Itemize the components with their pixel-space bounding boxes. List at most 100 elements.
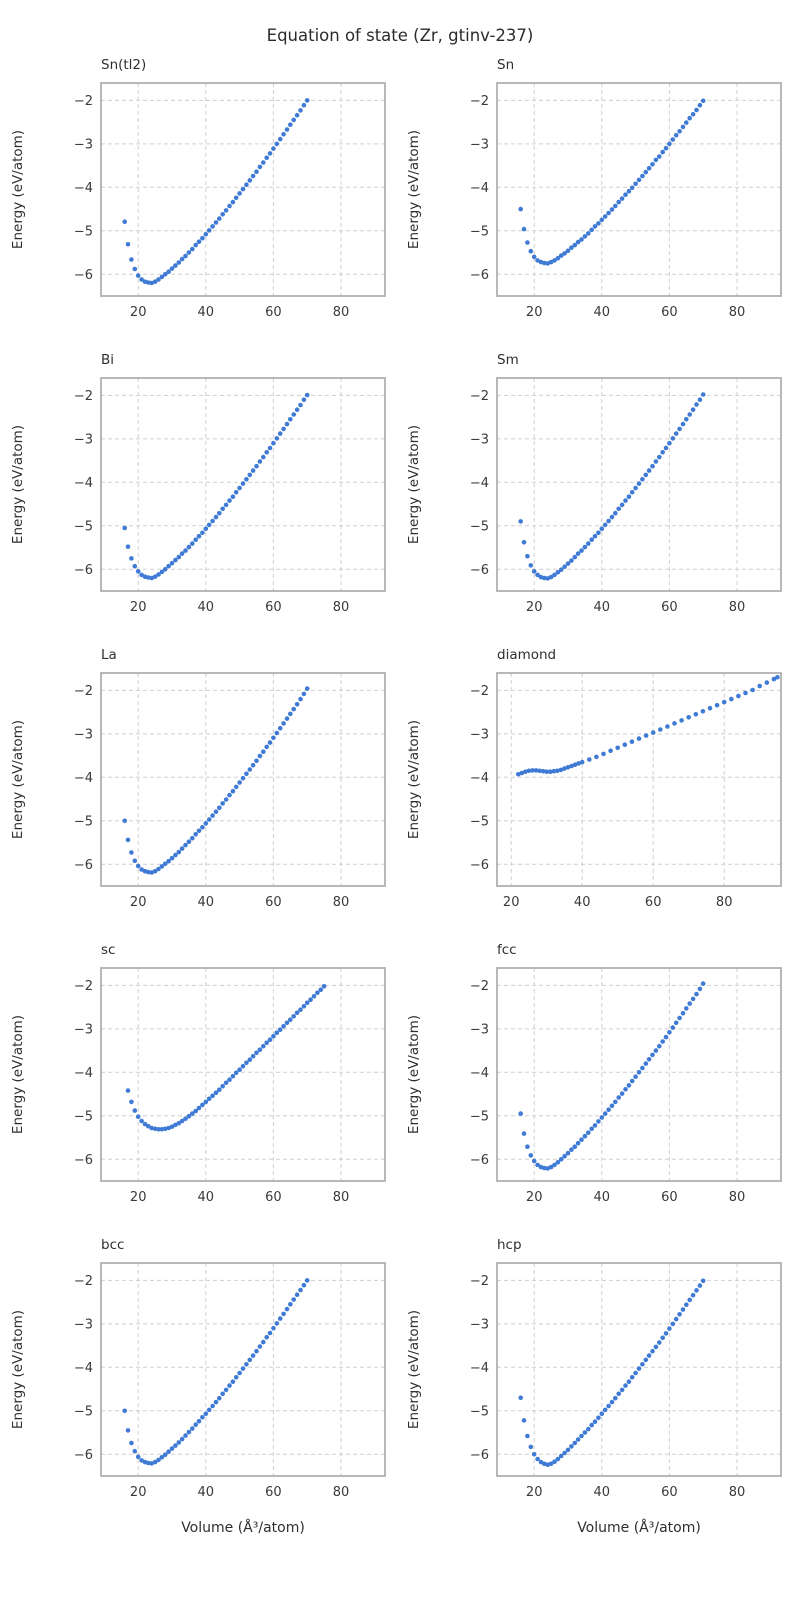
tick-labels: −6 −5 −4 −3 −2 20 40 60 80 <box>470 1274 745 1500</box>
y-tick-label: −4 <box>470 181 489 196</box>
eos-chart-svg: −6 −5 −4 −3 −2 20 40 60 80 Sn Energy (eV/atom) <box>406 57 782 320</box>
y-tick-label: −6 <box>74 268 93 283</box>
tick-labels: −6 −5 −4 −3 −2 20 40 60 80 <box>74 1274 349 1500</box>
y-axis-label: Energy (eV/atom) <box>10 1310 26 1429</box>
scatter-points <box>518 1278 706 1467</box>
y-tick-label: −3 <box>74 432 93 447</box>
tick-labels: −6 −5 −4 −3 −2 20 40 60 80 <box>74 389 349 615</box>
x-tick-label: 20 <box>130 600 147 615</box>
gridlines <box>497 83 781 296</box>
x-tick-label: 20 <box>526 305 543 320</box>
eos-chart-svg: −6 −5 −4 −3 −2 20 40 60 80 fcc Energy (eV/atom) <box>406 942 782 1205</box>
gridlines <box>101 968 385 1181</box>
subplot-title: diamond <box>497 647 556 663</box>
x-tick-label: 40 <box>198 1190 215 1205</box>
x-tick-label: 40 <box>198 305 215 320</box>
y-tick-label: −6 <box>74 858 93 873</box>
subplot-title: Sn <box>497 57 514 73</box>
axes-frame <box>100 967 386 1182</box>
y-tick-label: −6 <box>74 1153 93 1168</box>
x-tick-label: 20 <box>526 600 543 615</box>
gridlines <box>101 1263 385 1476</box>
x-tick-label: 80 <box>333 1485 350 1500</box>
y-tick-label: −6 <box>74 1448 93 1463</box>
x-tick-label: 20 <box>526 1485 543 1500</box>
axes-frame <box>100 672 386 887</box>
subplot-sc: −6 −5 −4 −3 −2 20 40 60 80 sc Energy (eV/atom) <box>4 934 400 1229</box>
y-tick-label: −6 <box>470 268 489 283</box>
y-tick-label: −2 <box>74 684 93 699</box>
scatter-points <box>518 98 706 266</box>
y-tick-label: −4 <box>74 1066 93 1081</box>
y-tick-label: −3 <box>470 1022 489 1037</box>
y-tick-label: −5 <box>470 1404 489 1419</box>
subplot-sn: −6 −5 −4 −3 −2 20 40 60 80 Sn Energy (eV/atom) <box>400 49 796 344</box>
y-axis-label: Energy (eV/atom) <box>406 425 422 544</box>
subplot-title: bcc <box>101 1237 124 1253</box>
y-tick-label: −5 <box>470 1109 489 1124</box>
y-tick-label: −5 <box>74 1404 93 1419</box>
tick-labels: −6 −5 −4 −3 −2 20 40 60 80 <box>74 94 349 320</box>
x-tick-label: 60 <box>265 895 282 910</box>
x-tick-label: 60 <box>265 305 282 320</box>
subplot-hcp: −6 −5 −4 −3 −2 20 40 60 80 hcp Energy (eV/atom) Vol… <box>400 1229 796 1563</box>
subplot-title: hcp <box>497 1237 522 1253</box>
axes-frame <box>496 672 782 887</box>
y-tick-label: −3 <box>470 1317 489 1332</box>
y-tick-label: −2 <box>470 979 489 994</box>
subplot-title: Bi <box>101 352 114 368</box>
y-axis-label: Energy (eV/atom) <box>406 1015 422 1134</box>
eos-chart-svg: −6 −5 −4 −3 −2 20 40 60 80 sc Energy (eV/atom) <box>10 942 386 1205</box>
x-tick-label: 60 <box>661 1190 678 1205</box>
y-tick-label: −6 <box>470 1448 489 1463</box>
scatter-points <box>518 392 706 581</box>
y-tick-label: −5 <box>74 814 93 829</box>
y-tick-label: −4 <box>74 771 93 786</box>
y-tick-label: −4 <box>74 1361 93 1376</box>
y-tick-label: −6 <box>74 563 93 578</box>
x-tick-label: 40 <box>574 895 591 910</box>
y-tick-label: −2 <box>470 684 489 699</box>
y-tick-label: −3 <box>74 1317 93 1332</box>
y-tick-label: −4 <box>470 771 489 786</box>
subplot-bi: −6 −5 −4 −3 −2 20 40 60 80 Bi Energy (eV/atom) <box>4 344 400 639</box>
y-tick-label: −5 <box>74 224 93 239</box>
x-tick-label: 20 <box>130 1485 147 1500</box>
x-tick-label: 80 <box>333 895 350 910</box>
y-axis-label: Energy (eV/atom) <box>10 130 26 249</box>
subplot-sn-tl2: −6 −5 −4 −3 −2 20 40 60 80 Sn(tl2) Energy (eV/atom… <box>4 49 400 344</box>
scatter-points <box>125 984 327 1132</box>
y-tick-label: −4 <box>470 1361 489 1376</box>
subplot-title: fcc <box>497 942 517 958</box>
y-tick-label: −6 <box>470 858 489 873</box>
subplot-fcc: −6 −5 −4 −3 −2 20 40 60 80 fcc Energy (eV/atom) <box>400 934 796 1229</box>
y-tick-label: −2 <box>470 1274 489 1289</box>
tick-labels: −6 −5 −4 −3 −2 20 40 60 80 <box>470 94 745 320</box>
x-tick-label: 40 <box>198 600 215 615</box>
tick-labels: −6 −5 −4 −3 −2 20 40 60 80 <box>470 389 745 615</box>
x-tick-label: 20 <box>130 305 147 320</box>
x-tick-label: 60 <box>661 600 678 615</box>
x-tick-label: 60 <box>645 895 662 910</box>
eos-chart-svg: −6 −5 −4 −3 −2 20 40 60 80 diamond Energy (eV/atom… <box>406 647 782 910</box>
y-tick-label: −2 <box>74 979 93 994</box>
x-tick-label: 40 <box>594 305 611 320</box>
eos-chart-svg: −6 −5 −4 −3 −2 20 40 60 80 Bi Energy (eV/atom) <box>10 352 386 615</box>
tick-labels: −6 −5 −4 −3 −2 20 40 60 80 <box>470 684 733 910</box>
tick-labels: −6 −5 −4 −3 −2 20 40 60 80 <box>74 684 349 910</box>
subplot-title: Sn(tl2) <box>101 57 146 73</box>
x-tick-label: 80 <box>729 600 746 615</box>
y-tick-label: −4 <box>470 1066 489 1081</box>
y-axis-label: Energy (eV/atom) <box>406 1310 422 1429</box>
y-axis-label: Energy (eV/atom) <box>10 720 26 839</box>
x-tick-label: 40 <box>198 1485 215 1500</box>
y-tick-label: −5 <box>74 519 93 534</box>
scatter-points <box>122 1278 310 1466</box>
eos-chart-svg: −6 −5 −4 −3 −2 20 40 60 80 Sn(tl2) Energy (eV/atom… <box>10 57 386 320</box>
y-tick-label: −4 <box>74 476 93 491</box>
y-tick-label: −2 <box>74 1274 93 1289</box>
y-tick-label: −3 <box>470 137 489 152</box>
y-tick-label: −3 <box>470 727 489 742</box>
y-axis-label: Energy (eV/atom) <box>10 425 26 544</box>
x-tick-label: 60 <box>265 1190 282 1205</box>
